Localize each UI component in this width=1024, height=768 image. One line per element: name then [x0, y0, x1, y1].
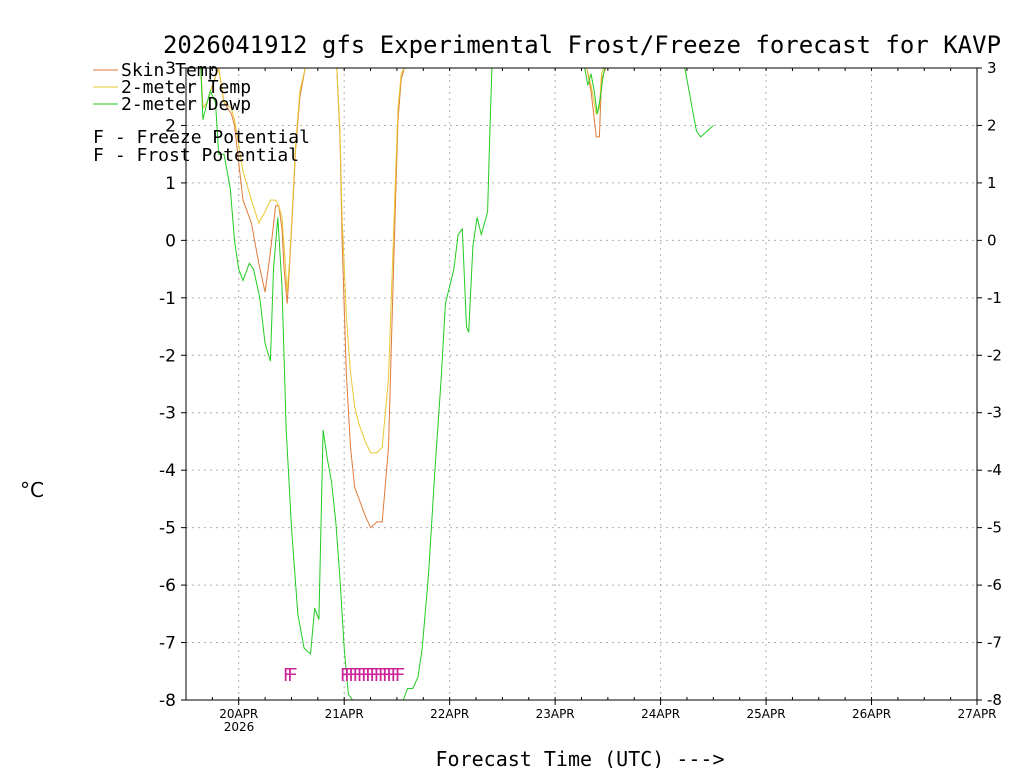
right-y-tick-label: -6	[987, 576, 1002, 594]
freeze-marker: F	[361, 665, 371, 686]
right-y-tick-label: 3	[987, 59, 997, 77]
right-y-tick-label: -2	[987, 346, 1002, 364]
freeze-marker: F	[374, 665, 384, 686]
grid-lines	[186, 68, 977, 700]
right-y-tick-label: -5	[987, 519, 1002, 537]
x-tick-label: 26APR	[852, 707, 891, 721]
y-tick-label: -8	[159, 691, 176, 711]
x-tick-label: 23APR	[536, 707, 575, 721]
series-line-2-meter-temp	[586, 68, 606, 116]
plot-frame	[185, 67, 978, 701]
right-y-tick-label: -7	[987, 634, 1002, 652]
freeze-marker: F	[391, 665, 401, 686]
series-line-2-meter-temp	[336, 68, 405, 454]
series-line-2-meter-dewp	[684, 68, 714, 138]
legend: Skin Temp 2-meter Temp 2-meter Dewp F - …	[93, 60, 310, 166]
x-tick-label: 25APR	[747, 707, 786, 721]
right-y-tick-label: -4	[987, 461, 1002, 479]
legend-frost-label: - Frost Potential	[104, 145, 299, 166]
right-y-tick-label: -8	[987, 691, 1002, 709]
x-axis-label: Forecast Time (UTC) --->	[436, 747, 725, 768]
freeze-marker: F	[287, 665, 297, 686]
year-label: 2026	[224, 720, 255, 734]
y-tick-label: -4	[159, 461, 176, 481]
freeze-marker: F	[348, 665, 358, 686]
x-tick-label: 27APR	[957, 707, 996, 721]
legend-freeze-label: - Freeze Potential	[104, 127, 310, 148]
y-tick-label: 1	[165, 174, 176, 194]
freeze-marker: F	[344, 665, 354, 686]
y-tick-label: 2	[165, 116, 176, 136]
series-line-skin-temp	[336, 68, 405, 529]
series-line-2-meter-dewp	[584, 68, 606, 115]
legend-label-skin-temp: Skin Temp	[121, 60, 219, 81]
x-tick-label: 21APR	[325, 707, 364, 721]
x-tick-label: 20APR	[219, 707, 258, 721]
y-tick-label: -1	[159, 289, 176, 309]
y-tick-label: -5	[159, 519, 176, 539]
right-y-tick-label: 2	[987, 116, 997, 134]
right-y-tick-label: -3	[987, 404, 1002, 422]
right-y-tick-label: -1	[987, 289, 1002, 307]
y-tick-label: -3	[159, 404, 176, 424]
y-tick-label: -7	[159, 634, 176, 654]
y-tick-label: -6	[159, 576, 176, 596]
right-y-tick-label: 1	[987, 174, 997, 192]
x-tick-label: 24APR	[641, 707, 680, 721]
legend-freeze-symbol: F	[93, 127, 104, 148]
freeze-marker: F	[370, 665, 380, 686]
series-line-2-meter-temp	[200, 68, 311, 293]
chart-title: 2026041912 gfs Experimental Frost/Freeze…	[163, 31, 1001, 59]
y-tick-label: -2	[159, 346, 176, 366]
freeze-marker: F	[386, 665, 396, 686]
freeze-marker: F	[340, 665, 350, 686]
y-tick-label: 3	[165, 59, 176, 79]
series-line-2-meter-dewp	[200, 68, 365, 700]
series-lines	[200, 68, 714, 700]
freeze-marker: F	[283, 665, 293, 686]
freeze-marker: F	[382, 665, 392, 686]
legend-frost-symbol: F	[93, 145, 104, 166]
freeze-marker: F	[365, 665, 375, 686]
freeze-marker: F	[357, 665, 367, 686]
freeze-marker: F	[395, 665, 405, 686]
x-tick-label: 22APR	[430, 707, 469, 721]
freeze-marker: F	[353, 665, 363, 686]
y-tick-label: 0	[165, 231, 176, 251]
right-y-tick-label: 0	[987, 231, 997, 249]
legend-label-2m-temp: 2-meter Temp	[121, 77, 251, 98]
legend-label-2m-dewp: 2-meter Dewp	[121, 94, 251, 115]
axis-ticks: -8 -8 -7 -7 -6 -6 -5 -5 -4 -4 -3 -3 -2 -2 -1 -1 0 0 1 1 2 2 3 3…	[159, 59, 1002, 721]
y-axis-label: °C	[20, 478, 44, 502]
series-line-2-meter-dewp	[402, 68, 493, 700]
freeze-marker: F	[378, 665, 388, 686]
